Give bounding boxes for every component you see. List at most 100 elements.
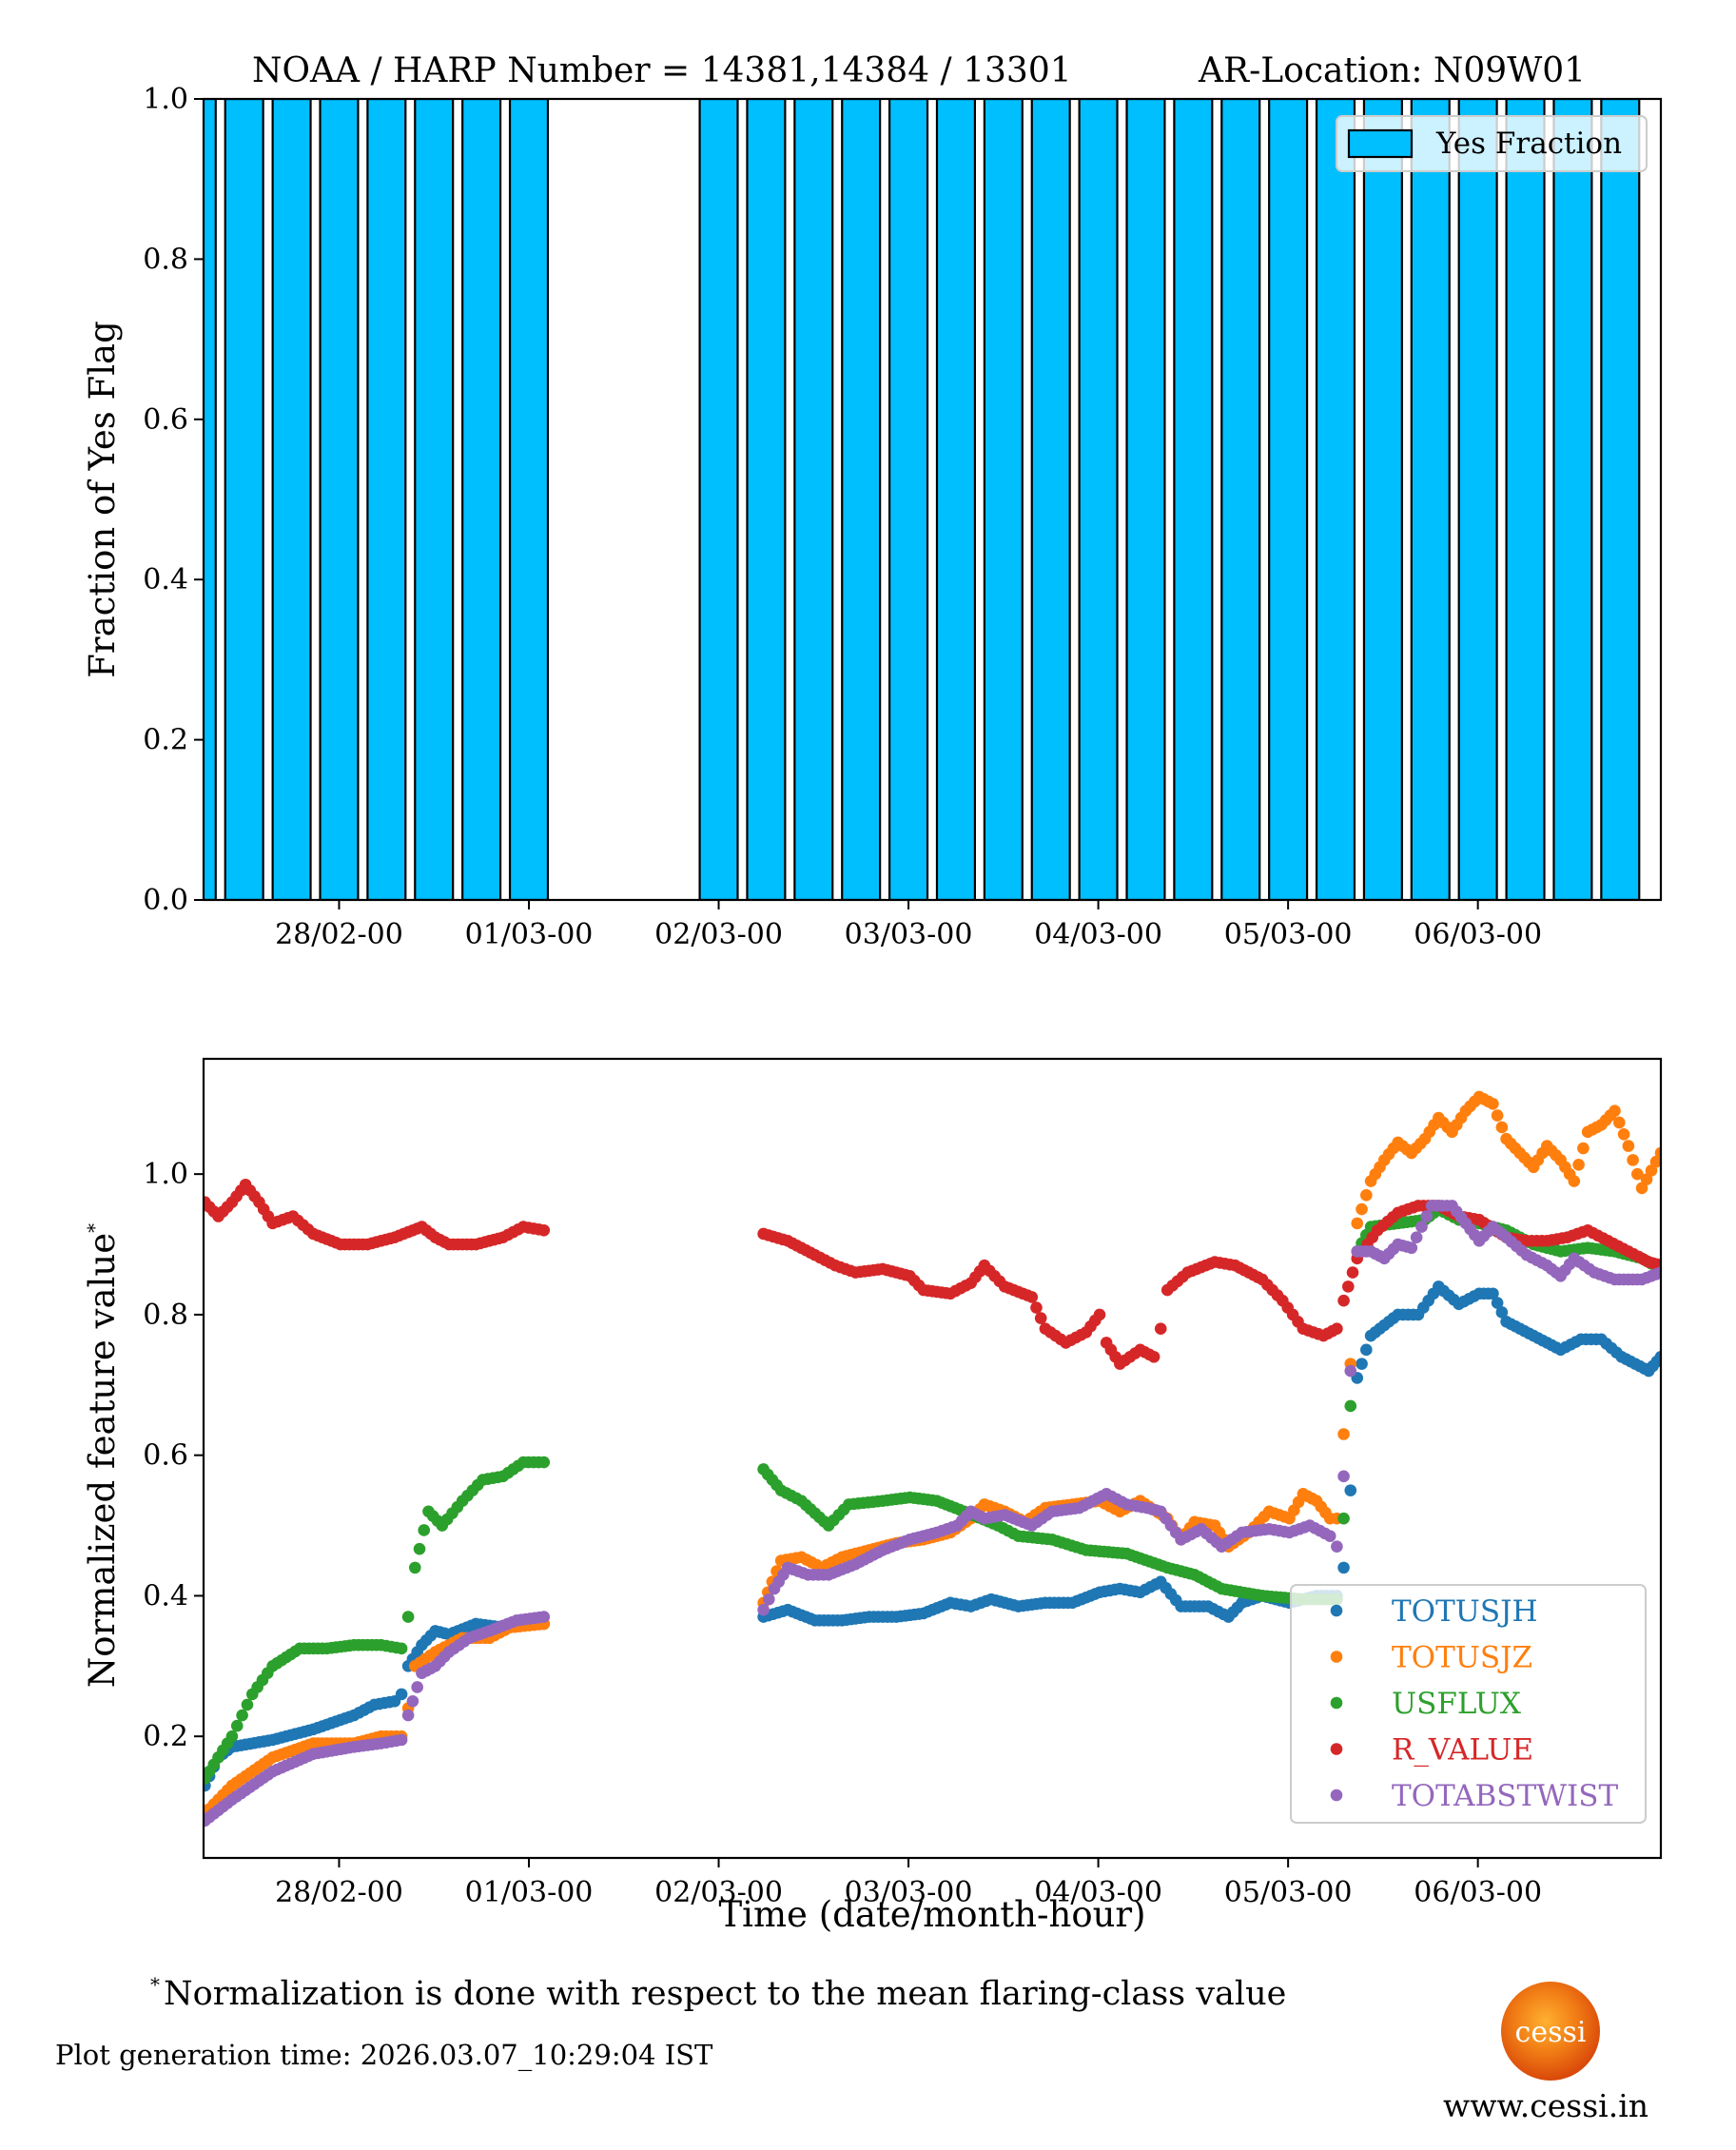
y-tick-label: 1.0	[143, 83, 188, 116]
top-axes-frame	[202, 97, 1663, 902]
data-point	[1613, 1116, 1626, 1129]
data-point	[401, 1709, 415, 1722]
data-point	[395, 1688, 408, 1701]
bottom-x-ticks: 28/02-00 01/03-00 02/03-00 03/03-00 04/03-00…	[275, 1858, 1542, 1909]
bar	[1268, 99, 1309, 900]
data-point	[395, 1733, 408, 1747]
y-tick-label: 0.8	[143, 1299, 188, 1332]
y-label-asterisk: *	[83, 1223, 106, 1233]
bar	[793, 99, 834, 900]
data-point	[1331, 1540, 1343, 1554]
data-point	[1420, 1210, 1434, 1222]
data-point	[1495, 1121, 1509, 1134]
data-point	[1609, 1104, 1621, 1117]
cessi-logo[interactable]: cessi	[1501, 1982, 1600, 2081]
data-point	[1640, 1173, 1653, 1186]
logo-text: cessi	[1515, 2016, 1587, 2049]
data-point	[1487, 1097, 1499, 1110]
top-x-ticks: 28/02-00 01/03-00 02/03-00 03/03-00 04/03-00…	[275, 900, 1542, 951]
x-tick-label: 02/03-00	[654, 918, 783, 951]
chart-title-location: AR-Location: N09W01	[1198, 51, 1586, 90]
bar	[1315, 99, 1356, 900]
data-point	[1337, 1561, 1350, 1574]
legend-box	[1290, 1584, 1647, 1824]
bar	[1220, 99, 1261, 900]
data-point	[1323, 1530, 1336, 1542]
data-point	[1572, 1159, 1585, 1171]
data-point	[418, 1524, 431, 1536]
x-tick-label: 04/03-00	[1034, 918, 1162, 951]
bar	[935, 99, 976, 900]
bar	[698, 99, 739, 900]
data-point	[395, 1642, 408, 1655]
website-link[interactable]: www.cessi.in	[1443, 2087, 1648, 2124]
data-point	[1346, 1266, 1359, 1279]
data-point	[1331, 1322, 1343, 1335]
x-tick-label: 01/03-00	[465, 1876, 594, 1909]
x-tick-label: 03/03-00	[845, 918, 973, 951]
data-point	[1034, 1312, 1047, 1324]
x-tick-label: 02/03-00	[654, 1876, 783, 1909]
data-point	[1654, 1266, 1661, 1279]
y-tick-label: 0.8	[143, 243, 188, 276]
bar	[1457, 99, 1498, 900]
data-point	[1093, 1308, 1106, 1321]
x-tick-label: 28/02-00	[275, 918, 403, 951]
footnote-text: Normalization is done with respect to th…	[164, 1975, 1286, 2013]
data-point	[411, 1681, 423, 1693]
data-point	[1654, 1350, 1661, 1363]
data-point	[1645, 1164, 1658, 1177]
bar	[414, 99, 455, 900]
legend-label: TOTABSTWIST	[1392, 1779, 1618, 1813]
data-point	[1635, 1182, 1648, 1195]
data-point	[1342, 1280, 1355, 1293]
legend-label: TOTUSJZ	[1392, 1641, 1532, 1675]
legend-box	[1336, 115, 1648, 172]
bar	[1078, 99, 1119, 900]
bar	[319, 99, 360, 900]
bar	[1125, 99, 1166, 900]
data-point	[1337, 1470, 1350, 1483]
data-point	[230, 1719, 244, 1732]
data-point	[406, 1694, 419, 1708]
bar	[366, 99, 407, 900]
legend-label: USFLUX	[1392, 1687, 1521, 1721]
legend-marker	[1330, 1696, 1343, 1710]
data-point	[1337, 1294, 1350, 1307]
data-point	[1654, 1146, 1661, 1160]
data-point	[1025, 1291, 1039, 1303]
chart-title-harp: NOAA / HARP Number = 14381,14384 / 13301	[252, 51, 1072, 90]
data-point	[1568, 1175, 1581, 1187]
y-tick-label: 1.0	[143, 1158, 188, 1191]
top-y-ticks: 0.0 0.2 0.4 0.6 0.8 1.0	[143, 83, 204, 917]
data-point	[757, 1603, 770, 1616]
bar	[1362, 99, 1403, 900]
bar	[508, 99, 550, 900]
data-point	[1415, 1221, 1428, 1233]
data-point	[401, 1611, 415, 1623]
data-point	[225, 1730, 239, 1743]
data-point	[1491, 1297, 1504, 1309]
bar	[224, 99, 264, 900]
y-tick-label: 0.2	[143, 724, 188, 757]
bar	[1505, 99, 1546, 900]
legend-label: R_VALUE	[1392, 1733, 1533, 1768]
bars-group	[204, 99, 1641, 900]
yes-fraction-chart: NOAA / HARP Number = 14381,14384 / 13301…	[82, 51, 1663, 951]
data-point	[1337, 1512, 1350, 1525]
footer: * Normalization is done with respect to t…	[55, 1973, 1648, 2124]
bar	[1552, 99, 1593, 900]
bar	[204, 99, 217, 900]
data-point	[413, 1542, 426, 1555]
legend-swatch	[1347, 128, 1414, 159]
footnote-marker: *	[150, 1973, 160, 1996]
x-axis-label: Time (date/month-hour)	[718, 1894, 1145, 1935]
x-tick-label: 01/03-00	[465, 918, 594, 951]
bar	[888, 99, 929, 900]
data-point	[1577, 1142, 1590, 1155]
legend-label: TOTUSJH	[1392, 1594, 1538, 1629]
data-point	[1154, 1322, 1167, 1335]
data-point	[1410, 1231, 1423, 1243]
footnote: * Normalization is done with respect to t…	[150, 1973, 1286, 2013]
